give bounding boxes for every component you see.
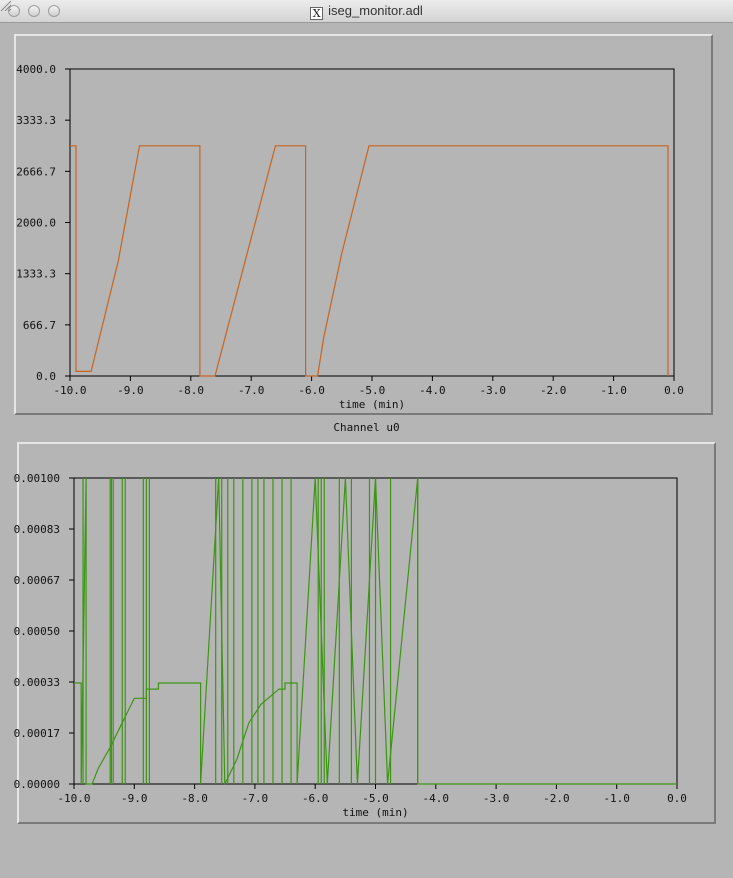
zoom-button[interactable] bbox=[48, 5, 60, 17]
y-tick-label: 2000.0 bbox=[16, 217, 56, 230]
resize-grip-icon[interactable] bbox=[0, 0, 12, 12]
y-tick-label: 0.00033 bbox=[14, 676, 60, 689]
x-tick-label: -10.0 bbox=[57, 792, 90, 805]
current-plot-panel bbox=[17, 442, 716, 824]
y-tick-label: 0.0 bbox=[36, 370, 56, 383]
current-plot: -10.0 -9.0 -8.0 -7.0 -6.0 -5.0 -4.0 -3.0 -2.0 -1.… bbox=[14, 472, 687, 819]
x-tick-label: -3.0 bbox=[483, 792, 510, 805]
window-title: iseg_monitor.adl bbox=[328, 3, 423, 18]
x-tick-label: -6.0 bbox=[302, 792, 329, 805]
y-tick-label: 3333.3 bbox=[16, 114, 56, 127]
y-tick-label: 1333.3 bbox=[16, 268, 56, 281]
x-tick-label: -1.0 bbox=[603, 792, 630, 805]
x-tick-label: -2.0 bbox=[543, 792, 570, 805]
x-tick-label: -7.0 bbox=[242, 792, 269, 805]
x-tick-label: 0.0 bbox=[664, 384, 684, 397]
voltage-plot: -10.0 -9.0 -8.0 -7.0 -6.0 -5.0 -4.0 -3.0 -2.0 -1.… bbox=[16, 63, 684, 411]
x-tick-label: -9.0 bbox=[117, 384, 144, 397]
x-tick-label: -1.0 bbox=[600, 384, 627, 397]
x-tick-label: -2.0 bbox=[540, 384, 567, 397]
series-line bbox=[70, 145, 669, 377]
series-line bbox=[74, 477, 677, 785]
x-tick-label: -5.0 bbox=[362, 792, 389, 805]
x-tick-label: -5.0 bbox=[359, 384, 386, 397]
minimize-button[interactable] bbox=[28, 5, 40, 17]
y-tick-label: 2666.7 bbox=[16, 165, 56, 178]
close-button[interactable] bbox=[8, 5, 20, 17]
x-tick-label: -3.0 bbox=[480, 384, 507, 397]
x-axis-label: time (min) bbox=[339, 398, 405, 411]
x-tick-label: -8.0 bbox=[178, 384, 205, 397]
y-tick-label: 0.00100 bbox=[14, 472, 60, 485]
x-tick-label: -9.0 bbox=[121, 792, 148, 805]
y-tick-label: 666.7 bbox=[23, 319, 56, 332]
x-tick-label: -6.0 bbox=[298, 384, 325, 397]
y-tick-label: 0.00017 bbox=[14, 727, 60, 740]
y-tick-label: 4000.0 bbox=[16, 63, 56, 76]
voltage-plot-panel bbox=[14, 34, 713, 415]
x-tick-label: -4.0 bbox=[423, 792, 450, 805]
x-tick-label: 0.0 bbox=[667, 792, 687, 805]
x11-icon: X bbox=[310, 7, 324, 20]
x-tick-label: -10.0 bbox=[53, 384, 86, 397]
plot-frame bbox=[69, 68, 675, 377]
x-axis-label: time (min) bbox=[342, 806, 408, 819]
y-tick-label: 0.00000 bbox=[14, 778, 60, 791]
y-tick-label: 0.00067 bbox=[14, 574, 60, 587]
x-tick-label: -8.0 bbox=[181, 792, 208, 805]
y-tick-label: 0.00050 bbox=[14, 625, 60, 638]
channel-label: Channel u0 bbox=[333, 421, 400, 434]
y-tick-label: 0.00083 bbox=[14, 523, 60, 536]
x-tick-label: -4.0 bbox=[419, 384, 446, 397]
x-tick-label: -7.0 bbox=[238, 384, 265, 397]
